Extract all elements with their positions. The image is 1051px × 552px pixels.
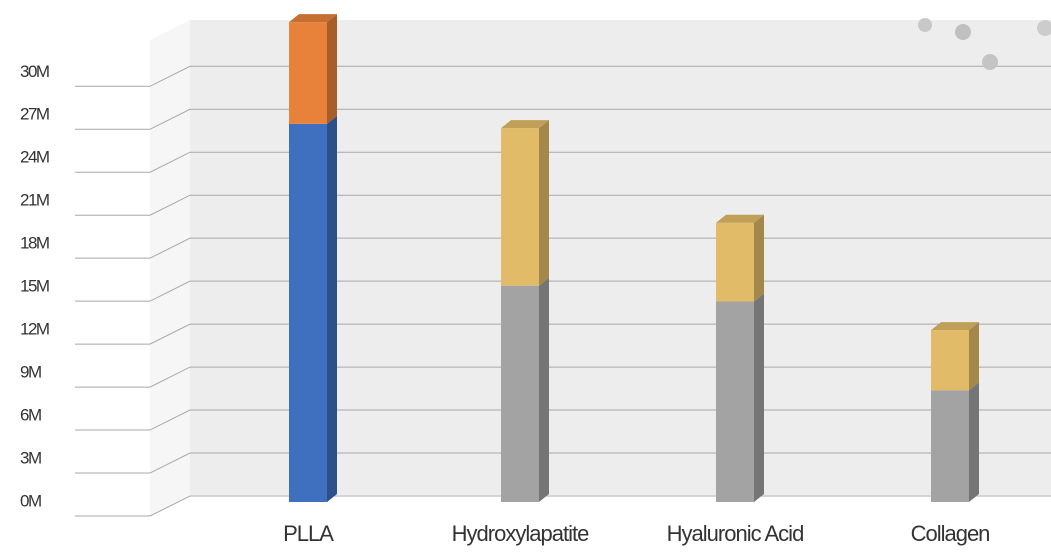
grid-line xyxy=(75,108,1051,130)
grid-line xyxy=(75,323,1051,345)
bar-segment xyxy=(501,120,549,286)
bar-side xyxy=(969,382,979,502)
bar-segment xyxy=(501,277,549,502)
bar-side xyxy=(539,277,549,502)
back-wall xyxy=(190,20,1051,495)
y-tick-label: 6M xyxy=(20,406,41,425)
bar-segment xyxy=(931,322,979,391)
bar-segment xyxy=(716,214,764,302)
bar-top xyxy=(716,214,764,223)
grid xyxy=(75,65,1051,517)
decor-dot xyxy=(918,18,932,32)
grid-line xyxy=(75,280,1051,302)
x-tick-label: Collagen xyxy=(911,521,990,546)
grid-line xyxy=(75,495,1051,517)
grid-line xyxy=(75,452,1051,474)
bar-front xyxy=(931,390,969,502)
grid-line xyxy=(75,237,1051,259)
bar-segment xyxy=(289,115,337,502)
bar-segment xyxy=(931,382,979,502)
y-tick-label: 3M xyxy=(20,449,41,468)
bar-front xyxy=(289,123,327,502)
grid-line xyxy=(75,151,1051,173)
decor-dot xyxy=(1037,20,1051,36)
side-wall xyxy=(150,20,190,517)
grid-line xyxy=(75,194,1051,216)
decor-dot xyxy=(982,54,998,70)
bar-top xyxy=(289,14,337,23)
y-tick-label: 12M xyxy=(20,320,49,339)
x-tick-label: Hyaluronic Acid xyxy=(667,521,804,546)
bar-front xyxy=(501,285,539,502)
bar-side xyxy=(539,120,549,286)
y-tick-label: 18M xyxy=(20,234,49,253)
bar-top xyxy=(501,120,549,129)
bar-front xyxy=(716,222,754,302)
grid-line xyxy=(75,409,1051,431)
bar-side xyxy=(754,293,764,502)
bar-side xyxy=(327,14,337,124)
x-tick-label: PLLA xyxy=(283,521,334,546)
bar-front xyxy=(289,22,327,124)
bar-side xyxy=(327,115,337,502)
y-tick-label: 30M xyxy=(20,62,49,81)
grid-line xyxy=(75,65,1051,87)
decor-dot xyxy=(955,24,971,40)
y-tick-label: 9M xyxy=(20,363,41,382)
y-tick-label: 27M xyxy=(20,105,49,124)
bar-top xyxy=(931,322,979,331)
y-tick-label: 21M xyxy=(20,191,49,210)
bar-segment xyxy=(289,14,337,124)
bar-front xyxy=(716,301,754,502)
grid-line xyxy=(75,366,1051,388)
bar-segment xyxy=(716,293,764,502)
y-tick-label: 0M xyxy=(20,491,41,510)
bar-front xyxy=(501,128,539,286)
y-tick-label: 15M xyxy=(20,277,49,296)
bar-side xyxy=(754,214,764,302)
x-tick-label: Hydroxylapatite xyxy=(452,521,589,546)
bar-side xyxy=(969,322,979,391)
bars xyxy=(289,14,979,502)
bar-front xyxy=(931,330,969,391)
y-tick-label: 24M xyxy=(20,148,49,167)
